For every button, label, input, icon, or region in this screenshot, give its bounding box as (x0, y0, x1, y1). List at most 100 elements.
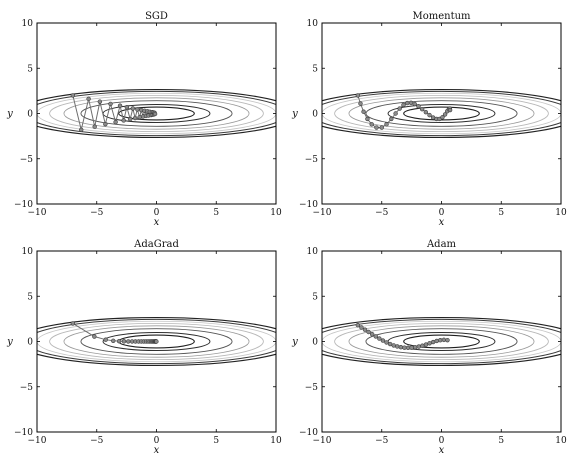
adam-path-point (405, 345, 411, 351)
adam-panel: Adam −10 −5 0 5 10 10 5 0 −5 −10 x y (291, 239, 567, 456)
adagrad-path-point (103, 337, 108, 342)
momentum-path-point (379, 125, 384, 130)
momentum-contour-6 (322, 90, 561, 137)
adam-contour-2 (365, 328, 518, 355)
adagrad-path-point (154, 339, 159, 344)
sgd-contour-0 (118, 106, 195, 121)
momentum-path-point (384, 122, 389, 127)
sgd-contour-4 (49, 95, 264, 133)
adam-path-point (398, 345, 404, 350)
adagrad-ytick-label-2: 0 (27, 338, 33, 348)
adam-xtick-label-2: 0 (439, 436, 445, 446)
momentum-path-point (358, 101, 363, 106)
adagrad-xlabel: x (154, 445, 160, 456)
momentum-xtick-label-4: 10 (555, 208, 567, 218)
adam-path-point (445, 337, 450, 343)
sgd-path-point (128, 116, 133, 122)
momentum-ytick-label-1: 5 (312, 64, 318, 74)
adam-ytick-label-0: 10 (307, 247, 319, 257)
momentum-plot-area (322, 23, 561, 204)
adagrad-contour-4 (49, 322, 264, 360)
sgd-xtick-label-3: 5 (213, 208, 219, 218)
adagrad-xtick-label-3: 5 (213, 436, 219, 446)
momentum-path-point (369, 122, 374, 127)
momentum-contour-4 (334, 95, 549, 133)
adagrad-contour-5 (37, 320, 276, 363)
momentum-ytick-label-2: 0 (312, 110, 318, 120)
momentum-path-point (401, 102, 406, 108)
sgd-frame (36, 22, 277, 205)
adam-contour-5 (322, 320, 561, 363)
momentum-contours (322, 88, 561, 139)
sgd-xtick-label-1: −5 (90, 208, 104, 218)
adam-contour-4 (334, 322, 549, 360)
adagrad-ytick-label-4: −10 (14, 428, 33, 438)
sgd-path-point (86, 96, 91, 102)
momentum-path-point (393, 111, 398, 116)
adagrad-contour-3 (63, 325, 250, 358)
sgd-ylabel: y (6, 109, 13, 120)
sgd-contour-2 (80, 100, 233, 127)
sgd-contour-3 (63, 97, 250, 130)
adagrad-ytick-label-3: −5 (20, 383, 34, 393)
adagrad-path-point (126, 339, 131, 344)
adam-path-point (434, 338, 439, 344)
adagrad-path-point (121, 339, 127, 344)
momentum-title: Momentum (412, 11, 471, 22)
adam-path-point (395, 344, 400, 349)
adam-path-point (423, 342, 429, 347)
momentum-contour-7 (322, 88, 561, 139)
adam-contour-0 (403, 334, 480, 349)
momentum-xtick-label-0: −10 (313, 208, 332, 218)
sgd-title: SGD (145, 11, 168, 22)
momentum-path-point (423, 109, 429, 115)
adam-path-point (438, 338, 443, 343)
sgd-ytick-label-0: 10 (22, 19, 34, 29)
adam-path-point (409, 345, 414, 350)
momentum-path-point (365, 116, 370, 122)
sgd-path-series (70, 93, 158, 132)
momentum-contour-3 (348, 97, 535, 130)
momentum-path-point (405, 100, 410, 106)
adam-xtick-label-4: 10 (555, 436, 567, 446)
sgd-xlabel: x (154, 217, 160, 228)
adam-path-point (427, 341, 432, 346)
adam-path-point (377, 336, 382, 341)
adam-path-point (420, 343, 425, 348)
adagrad-ytick-label-0: 10 (22, 247, 34, 257)
momentum-xtick-label-2: 0 (439, 208, 445, 218)
adagrad-frame (36, 250, 277, 433)
adam-path-point (355, 323, 361, 328)
adam-frame (321, 250, 562, 433)
adam-path-point (441, 337, 447, 343)
adagrad-ylabel: y (6, 337, 13, 348)
adam-path-point (387, 341, 393, 347)
adagrad-title: AdaGrad (133, 239, 179, 250)
adam-path-point (402, 345, 407, 350)
momentum-path-series (355, 93, 453, 130)
adam-path-point (369, 332, 375, 337)
sgd-ytick-label-2: 0 (27, 110, 33, 120)
adagrad-path-point (92, 334, 97, 339)
adagrad-path-point (111, 338, 116, 343)
adagrad-xtick-label-0: −10 (28, 436, 47, 446)
adam-path-point (413, 345, 418, 350)
sgd-xtick-label-2: 0 (154, 208, 160, 218)
adagrad-path-point (70, 321, 76, 326)
sgd-ytick-label-1: 5 (27, 64, 33, 74)
momentum-path-point (412, 101, 417, 107)
adam-contour-7 (322, 316, 561, 367)
sgd-path-point (130, 106, 136, 111)
sgd-path-point (135, 107, 140, 112)
adam-xlabel: x (439, 445, 445, 456)
momentum-path-point (374, 125, 379, 130)
momentum-path-point (408, 100, 414, 106)
momentum-path-point (447, 107, 453, 113)
adagrad-path-series (70, 321, 159, 344)
momentum-path-point (442, 112, 448, 117)
adam-xtick-label-3: 5 (498, 436, 504, 446)
adagrad-contours (37, 316, 276, 367)
adam-ytick-label-3: −5 (305, 383, 319, 393)
momentum-panel: Momentum −10 −5 0 5 10 10 5 0 −5 −10 x y (291, 11, 567, 228)
